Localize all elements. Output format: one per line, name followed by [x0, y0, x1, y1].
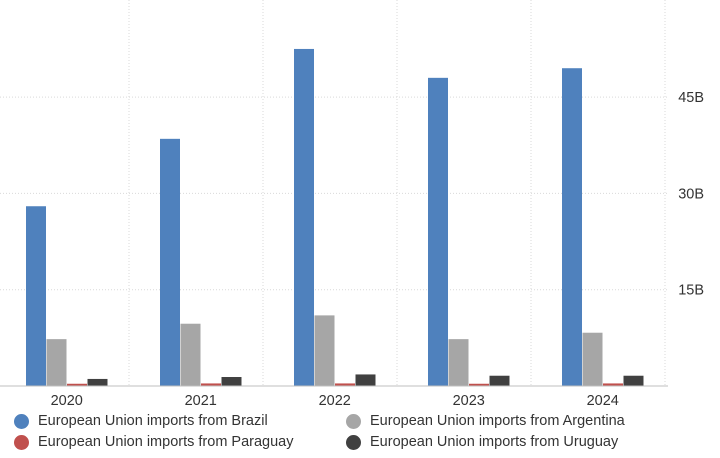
bar-paraguay-2020[interactable] [67, 383, 87, 386]
bar-paraguay-2022[interactable] [335, 383, 355, 386]
grid-lines [0, 0, 668, 386]
x-tick-label: 2022 [319, 393, 351, 409]
bar-uruguay-2023[interactable] [489, 375, 510, 386]
bar-chart: 15B 30B 45B 2020 2021 2022 2023 2024 [0, 0, 704, 409]
bar-brazil-2023[interactable] [428, 77, 448, 386]
legend-label-paraguay: European Union imports from Paraguay [38, 434, 294, 450]
legend-item-brazil[interactable]: European Union imports from Brazil [14, 413, 268, 429]
bar-paraguay-2023[interactable] [469, 383, 489, 386]
bar-brazil-2022[interactable] [294, 48, 314, 386]
bar-brazil-2021[interactable] [160, 138, 180, 386]
bar-argentina-2023[interactable] [448, 339, 469, 386]
bar-brazil-2020[interactable] [26, 206, 46, 386]
x-tick-label: 2020 [51, 393, 83, 409]
legend-item-argentina[interactable]: European Union imports from Argentina [346, 413, 625, 429]
legend-swatch-argentina [346, 413, 361, 429]
y-tick-label: 15B [678, 283, 704, 299]
bar-uruguay-2024[interactable] [623, 375, 644, 386]
y-tick-label: 30B [678, 186, 704, 202]
y-axis-ticks: 15B 30B 45B [678, 90, 704, 299]
bars [26, 48, 644, 387]
bar-paraguay-2024[interactable] [603, 383, 623, 386]
bar-argentina-2022[interactable] [314, 315, 335, 386]
x-tick-label: 2024 [587, 393, 619, 409]
legend-label-brazil: European Union imports from Brazil [38, 413, 268, 429]
bar-uruguay-2020[interactable] [87, 378, 108, 386]
bar-brazil-2024[interactable] [562, 68, 582, 387]
legend-item-paraguay[interactable]: European Union imports from Paraguay [14, 434, 294, 450]
legend-swatch-brazil [14, 413, 29, 429]
legend-item-uruguay[interactable]: European Union imports from Uruguay [346, 434, 618, 450]
x-axis-ticks: 2020 2021 2022 2023 2024 [51, 393, 619, 409]
bar-uruguay-2022[interactable] [355, 374, 376, 386]
legend-swatch-paraguay [14, 434, 29, 450]
bar-uruguay-2021[interactable] [221, 377, 242, 386]
bar-argentina-2021[interactable] [180, 323, 201, 386]
bar-argentina-2020[interactable] [46, 339, 67, 386]
legend-label-argentina: European Union imports from Argentina [370, 413, 625, 429]
x-tick-label: 2021 [185, 393, 217, 409]
y-tick-label: 45B [678, 90, 704, 106]
legend: European Union imports from Brazil Europ… [0, 410, 720, 458]
bar-argentina-2024[interactable] [582, 332, 603, 386]
legend-label-uruguay: European Union imports from Uruguay [370, 434, 619, 450]
x-tick-label: 2023 [453, 393, 485, 409]
legend-swatch-uruguay [346, 434, 361, 450]
bar-paraguay-2021[interactable] [201, 383, 221, 386]
